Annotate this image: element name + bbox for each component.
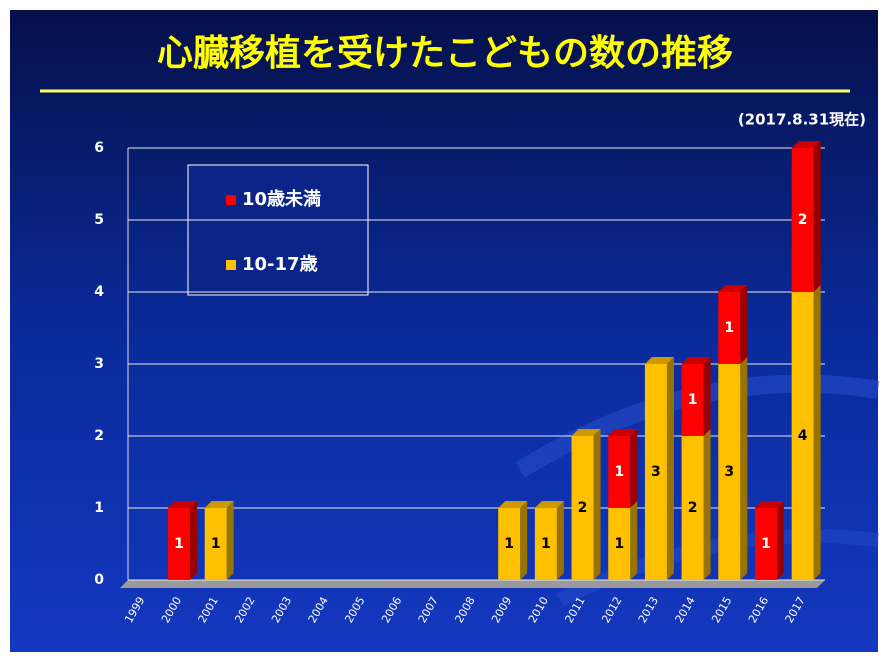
bar [681, 364, 704, 436]
data-label: 1 [614, 536, 624, 552]
bar [534, 508, 557, 580]
bar [791, 292, 814, 580]
chart-title: 心臓移植を受けたこどもの数の推移 [157, 33, 733, 74]
bar-side [813, 141, 821, 292]
y-tick-label: 1 [94, 500, 104, 516]
data-label: 2 [798, 212, 808, 228]
bar-side [740, 285, 748, 364]
bar [644, 364, 667, 580]
bar-side [813, 285, 821, 580]
y-tick-label: 6 [94, 140, 104, 156]
bar-top [718, 285, 748, 292]
data-label: 2 [578, 500, 588, 516]
bar-side [520, 501, 528, 580]
floor [120, 580, 825, 588]
bar [608, 508, 631, 580]
bar [608, 436, 631, 508]
bar-top [204, 501, 234, 508]
bar-side [703, 357, 711, 436]
data-label: 1 [724, 320, 734, 336]
data-label: 3 [724, 464, 734, 480]
bar-side [703, 429, 711, 580]
y-tick-label: 5 [94, 212, 104, 228]
bar-side [190, 501, 198, 580]
bar [791, 148, 814, 292]
bar-side [666, 357, 674, 580]
y-tick-label: 3 [94, 356, 104, 372]
bar-top [571, 429, 601, 436]
legend [187, 164, 369, 296]
bar-side [226, 501, 234, 580]
data-label: 1 [541, 536, 551, 552]
background [10, 10, 878, 652]
bar [681, 436, 704, 580]
legend-swatch [226, 260, 236, 270]
bar-top [791, 141, 821, 148]
bar-top [608, 429, 638, 436]
bar [718, 292, 741, 364]
bar-top [534, 501, 564, 508]
bar-top [681, 357, 711, 364]
data-label: 1 [211, 536, 221, 552]
bar-side [593, 429, 601, 580]
bar [204, 508, 227, 580]
bar [718, 364, 741, 580]
data-label: 1 [761, 536, 771, 552]
data-label: 3 [651, 464, 661, 480]
bar [754, 508, 777, 580]
y-tick-label: 2 [94, 428, 104, 444]
bar [168, 508, 191, 580]
bar-top [754, 501, 784, 508]
data-label: 4 [798, 428, 808, 444]
y-tick-label: 0 [94, 572, 104, 588]
bar [571, 436, 594, 580]
y-tick-label: 4 [94, 284, 104, 300]
data-label: 1 [614, 464, 624, 480]
bar-top [168, 501, 198, 508]
data-label: 2 [688, 500, 698, 516]
bar-top [498, 501, 528, 508]
subtitle: (2017.8.31現在) [738, 111, 866, 129]
bar-side [776, 501, 784, 580]
bar-side [630, 429, 638, 508]
bar-side [556, 501, 564, 580]
data-label: 1 [504, 536, 514, 552]
bar-side [630, 501, 638, 580]
data-label: 1 [174, 536, 184, 552]
bar-side [740, 357, 748, 580]
legend-swatch [226, 195, 236, 205]
legend-label: 10歳未満 [242, 188, 321, 210]
bar-top [644, 357, 674, 364]
bar [498, 508, 521, 580]
data-label: 1 [688, 392, 698, 408]
legend-label: 10-17歳 [242, 254, 318, 275]
